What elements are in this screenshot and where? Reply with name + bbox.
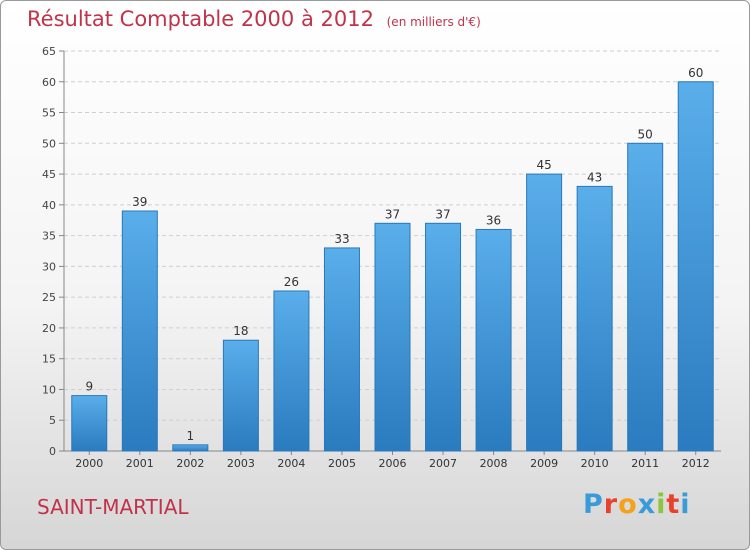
x-tick-label: 2000	[75, 457, 103, 470]
data-label-2001: 39	[132, 195, 147, 209]
data-label-2012: 60	[688, 66, 703, 80]
data-label-2000: 9	[85, 380, 93, 394]
logo-letter: P	[583, 489, 604, 520]
y-tick-label: 30	[42, 260, 56, 273]
logo-letter: t	[666, 489, 681, 520]
x-tick-label: 2010	[581, 457, 609, 470]
data-label-2002: 1	[187, 429, 195, 443]
bar-2004	[273, 290, 310, 452]
chart-subtitle: (en milliers d'€)	[386, 15, 481, 29]
y-tick-label: 10	[42, 383, 56, 396]
y-tick-label: 25	[42, 291, 56, 304]
place-name: SAINT-MARTIAL	[37, 495, 189, 519]
chart-title-text: Résultat Comptable 2000 à 2012	[27, 7, 374, 31]
y-tick-label: 45	[42, 168, 56, 181]
x-tick-label: 2006	[379, 457, 407, 470]
logo-letter: o	[618, 489, 638, 520]
data-label-2010: 43	[587, 170, 602, 184]
y-tick-label: 5	[49, 414, 56, 427]
bar-2000	[71, 395, 108, 452]
y-tick-label: 0	[49, 445, 56, 458]
data-label-2006: 37	[385, 207, 400, 221]
y-tick-label: 40	[42, 199, 56, 212]
bar-2012	[677, 81, 714, 452]
bar-2011	[627, 142, 664, 452]
bar-2007	[425, 222, 462, 452]
y-tick-label: 20	[42, 322, 56, 335]
bar-2009	[526, 173, 563, 452]
data-label-2003: 18	[233, 324, 248, 338]
bar-2006	[374, 222, 411, 452]
x-tick-label: 2002	[176, 457, 204, 470]
bar-2005	[323, 247, 360, 452]
data-label-2008: 36	[486, 213, 501, 227]
proxiti-logo: Proxiti	[583, 489, 691, 520]
data-label-2009: 45	[536, 158, 551, 172]
y-tick-label: 15	[42, 353, 56, 366]
logo-letter: r	[603, 489, 619, 520]
data-label-2007: 37	[435, 207, 450, 221]
bar-2003	[222, 339, 259, 452]
x-tick-label: 2003	[227, 457, 255, 470]
x-tick-label: 2012	[682, 457, 710, 470]
x-tick-label: 2007	[429, 457, 457, 470]
x-tick-label: 2008	[480, 457, 508, 470]
x-tick-label: 2009	[530, 457, 558, 470]
y-tick-label: 55	[42, 107, 56, 120]
chart-title: Résultat Comptable 2000 à 2012 (en milli…	[27, 7, 481, 31]
x-tick-label: 2011	[631, 457, 659, 470]
y-tick-label: 60	[42, 76, 56, 89]
x-tick-label: 2004	[277, 457, 305, 470]
x-tick-label: 2001	[126, 457, 154, 470]
bar-2001	[121, 210, 158, 452]
data-label-2011: 50	[638, 127, 653, 141]
data-label-2005: 33	[334, 232, 349, 246]
bars: 9 39 1 18 26 33 37 37 36 45 43 50 60	[71, 66, 714, 452]
logo-letter: i	[656, 489, 667, 520]
bar-2010	[576, 185, 613, 452]
y-tick-label: 65	[42, 45, 56, 58]
bar-2002	[172, 444, 209, 452]
logo-letter: i	[680, 489, 691, 520]
y-tick-label: 50	[42, 137, 56, 150]
logo-letter: x	[637, 489, 657, 520]
bar-2008	[475, 228, 512, 452]
y-tick-label: 35	[42, 230, 56, 243]
data-label-2004: 26	[284, 275, 299, 289]
x-tick-label: 2005	[328, 457, 356, 470]
